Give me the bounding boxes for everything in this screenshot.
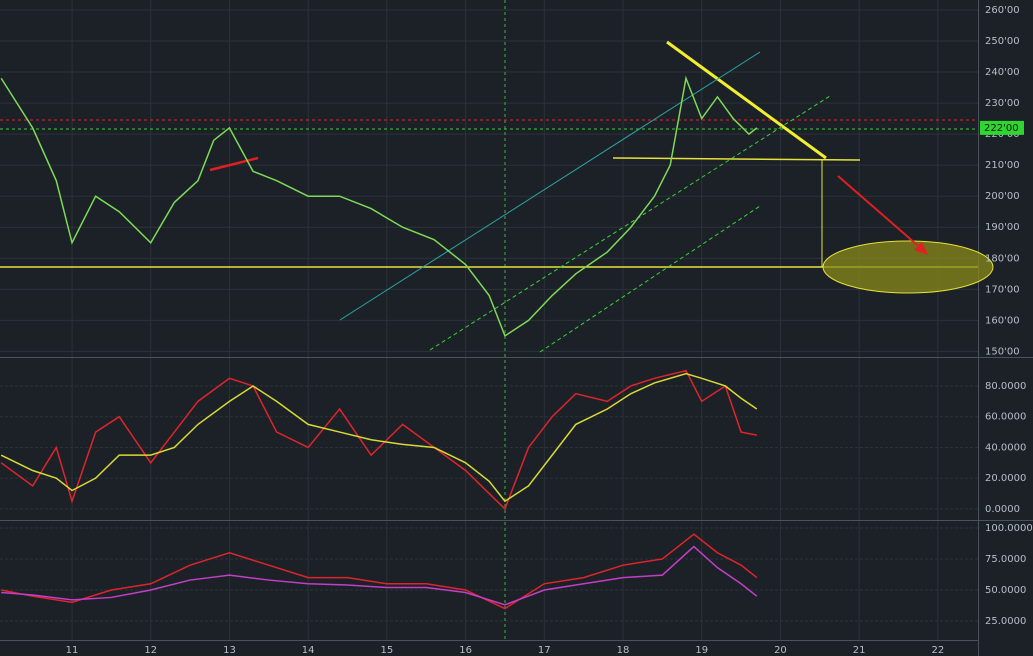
- y-tick-label: 190'00: [985, 222, 1020, 233]
- series-line: [1, 533, 758, 610]
- y-tick-label: 20.0000: [985, 473, 1026, 484]
- y-tick-label: 160'00: [985, 315, 1020, 326]
- series-line: [1, 545, 758, 606]
- trend-line: [612, 157, 861, 161]
- x-tick-label: 21: [853, 645, 866, 656]
- series-line: [0, 372, 758, 503]
- x-tick-label: 16: [459, 645, 472, 656]
- y-tick-label: 230'00: [985, 98, 1020, 109]
- y-tick-label: 260'00: [985, 5, 1020, 16]
- x-tick-label: 11: [66, 645, 79, 656]
- x-tick-label: 12: [144, 645, 157, 656]
- x-tick-label: 20: [774, 645, 787, 656]
- series-line: [0, 75, 758, 338]
- trend-line: [666, 40, 827, 160]
- channel-line: [539, 205, 761, 353]
- y-tick-label: 60.0000: [985, 412, 1026, 423]
- y-tick-label: 170'00: [985, 284, 1020, 295]
- y-tick-label: 75.0000: [985, 554, 1026, 565]
- y-tick-label: 0.0000: [985, 504, 1020, 515]
- y-tick-label: 50.0000: [985, 585, 1026, 596]
- arrow-head: [914, 242, 928, 255]
- arrow: [837, 175, 925, 252]
- y-tick-label: 200'00: [985, 191, 1020, 202]
- x-tick-label: 22: [931, 645, 944, 656]
- price-tag: [980, 120, 1024, 135]
- target-zone: [822, 240, 994, 294]
- arrow: [209, 156, 259, 172]
- y-tick-label: 240'00: [985, 67, 1020, 78]
- channel-line: [429, 95, 831, 351]
- x-tick-label: 17: [538, 645, 551, 656]
- x-tick-label: 13: [223, 645, 236, 656]
- y-tick-label: 40.0000: [985, 442, 1026, 453]
- y-tick-label: 150'00: [985, 346, 1020, 357]
- x-tick-label: 14: [302, 645, 315, 656]
- y-tick-label: 25.0000: [985, 616, 1026, 627]
- y-tick-label: 80.0000: [985, 381, 1026, 392]
- series-line: [0, 369, 757, 511]
- y-tick-label: 100.0000: [985, 523, 1033, 534]
- y-tick-label: 210'00: [985, 160, 1020, 171]
- x-tick-label: 18: [617, 645, 630, 656]
- y-tick-label: 250'00: [985, 36, 1020, 47]
- channel-line: [339, 51, 761, 321]
- x-tick-label: 15: [381, 645, 394, 656]
- x-tick-label: 19: [695, 645, 708, 656]
- price-tag-label: 222'00: [984, 123, 1019, 134]
- y-tick-label: 180'00: [985, 253, 1020, 264]
